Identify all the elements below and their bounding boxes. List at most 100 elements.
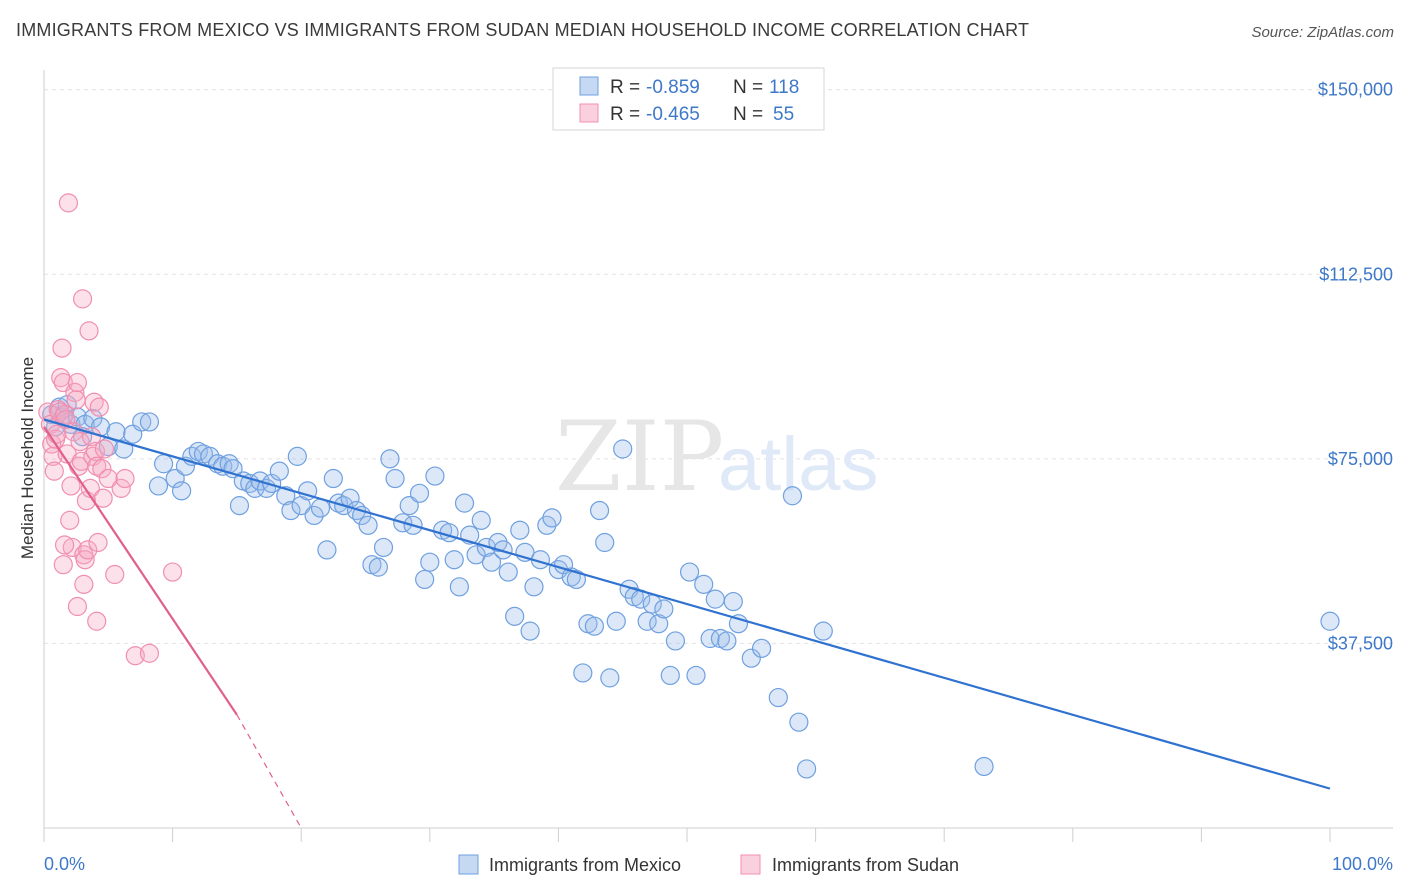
point-sudan-37 — [87, 456, 107, 476]
point-sudan-54 — [163, 562, 183, 582]
point-mexico-113 — [723, 591, 743, 612]
point-sudan-40 — [92, 459, 112, 479]
point-mexico-88 — [566, 569, 587, 590]
point-mexico-123 — [1320, 611, 1340, 631]
point-sudan-25 — [71, 451, 91, 471]
point-mexico-51 — [358, 515, 378, 535]
point-mexico-89 — [573, 663, 593, 683]
point-sudan-24 — [70, 432, 90, 452]
point-sudan-49 — [105, 564, 125, 585]
point-mexico-100 — [637, 611, 657, 631]
point-mexico-44 — [317, 540, 337, 560]
point-sudan-38 — [88, 532, 108, 553]
point-mexico-22 — [188, 441, 208, 462]
y-tick-labels: $37,500 $75,000 $112,500 $150,000 — [1318, 80, 1393, 654]
point-mexico-109 — [700, 628, 720, 649]
watermark: ZIP atlas — [555, 401, 879, 513]
point-sudan-44 — [54, 535, 75, 555]
point-mexico-122 — [974, 756, 994, 777]
bottom-legend-label-mexico: Immigrants from Mexico — [489, 855, 681, 875]
legend-n-value-sudan: 55 — [773, 104, 794, 125]
point-mexico-68 — [454, 493, 475, 513]
point-mexico-75 — [493, 540, 513, 560]
point-sudan-18 — [62, 537, 82, 558]
point-sudan-39 — [89, 397, 109, 417]
point-mexico-16 — [148, 476, 169, 496]
y-tick-label-3: $150,000 — [1318, 80, 1393, 100]
point-mexico-19 — [172, 481, 192, 501]
point-mexico-76 — [498, 562, 518, 582]
trend-line-sudan-extension — [236, 714, 302, 829]
point-sudan-50 — [111, 478, 131, 498]
trend-line-mexico — [43, 418, 1331, 790]
point-mexico-66 — [444, 550, 464, 570]
point-sudan-21 — [66, 390, 86, 410]
point-sudan-48 — [98, 468, 118, 489]
y-tick-label-0: $37,500 — [1328, 633, 1393, 653]
point-mexico-29 — [229, 496, 250, 516]
point-sudan-8 — [49, 402, 70, 422]
y-axis-label: Median Household Income — [18, 357, 37, 559]
point-mexico-81 — [524, 577, 544, 597]
point-mexico-18 — [165, 468, 185, 489]
legend-n-label-sudan: N = — [733, 104, 763, 125]
point-sudan-46 — [74, 574, 94, 594]
point-sudan-10 — [52, 338, 72, 358]
bottom-legend-swatch-sudan — [740, 854, 761, 875]
point-mexico-71 — [471, 510, 491, 530]
watermark-atlas: atlas — [718, 422, 879, 507]
point-sudan-30 — [78, 540, 98, 560]
point-mexico-96 — [613, 439, 633, 459]
y-tick-label-1: $75,000 — [1328, 449, 1393, 469]
bottom-legend-label-sudan: Immigrants from Sudan — [772, 855, 959, 875]
point-sudan-22 — [67, 372, 88, 393]
point-mexico-42 — [304, 505, 324, 526]
point-mexico-17 — [153, 454, 174, 474]
point-mexico-15 — [139, 412, 160, 432]
point-mexico-78 — [510, 520, 530, 540]
legend-r-value-sudan: -0.465 — [646, 104, 700, 125]
grid-lines — [44, 89, 1393, 644]
point-sudan-31 — [79, 321, 99, 341]
point-mexico-110 — [705, 589, 725, 609]
trend-line-sudan — [43, 426, 238, 716]
point-sudan-42 — [94, 439, 115, 459]
legend-n-label-mexico: N = — [733, 77, 763, 98]
point-mexico-61 — [415, 569, 435, 590]
point-mexico-63 — [425, 466, 445, 486]
y-tick-label-2: $112,500 — [1319, 264, 1393, 284]
point-mexico-112 — [717, 631, 737, 651]
point-mexico-115 — [741, 648, 761, 668]
point-mexico-116 — [751, 638, 772, 658]
point-sudan-17 — [61, 476, 81, 496]
legend-r-value-mexico: -0.859 — [646, 77, 700, 98]
point-mexico-119 — [789, 712, 809, 732]
point-mexico-93 — [595, 532, 615, 553]
legend-r-label-mexico: R = — [610, 77, 640, 98]
point-mexico-56 — [385, 468, 405, 489]
bottom-legend-swatch-mexico — [458, 854, 479, 875]
point-sudan-41 — [93, 488, 113, 508]
point-mexico-105 — [665, 631, 686, 651]
point-mexico-36 — [269, 461, 289, 481]
point-mexico-104 — [660, 665, 680, 686]
point-mexico-55 — [380, 449, 400, 469]
point-mexico-54 — [373, 537, 394, 558]
point-mexico-60 — [409, 483, 430, 503]
point-mexico-103 — [654, 599, 674, 619]
point-sudan-16 — [60, 510, 80, 530]
point-mexico-77 — [505, 606, 525, 626]
point-mexico-95 — [606, 611, 626, 631]
point-mexico-67 — [449, 577, 469, 597]
point-mexico-120 — [796, 759, 817, 779]
point-mexico-80 — [520, 621, 540, 641]
legend-n-value-mexico: 118 — [769, 77, 799, 98]
point-mexico-70 — [466, 545, 486, 565]
point-sudan-52 — [125, 646, 145, 666]
point-mexico-65 — [439, 523, 459, 543]
legend-swatch-sudan — [579, 103, 599, 123]
x-tick-label-end: 100.0% — [1332, 854, 1393, 874]
point-sudan-51 — [115, 468, 135, 489]
